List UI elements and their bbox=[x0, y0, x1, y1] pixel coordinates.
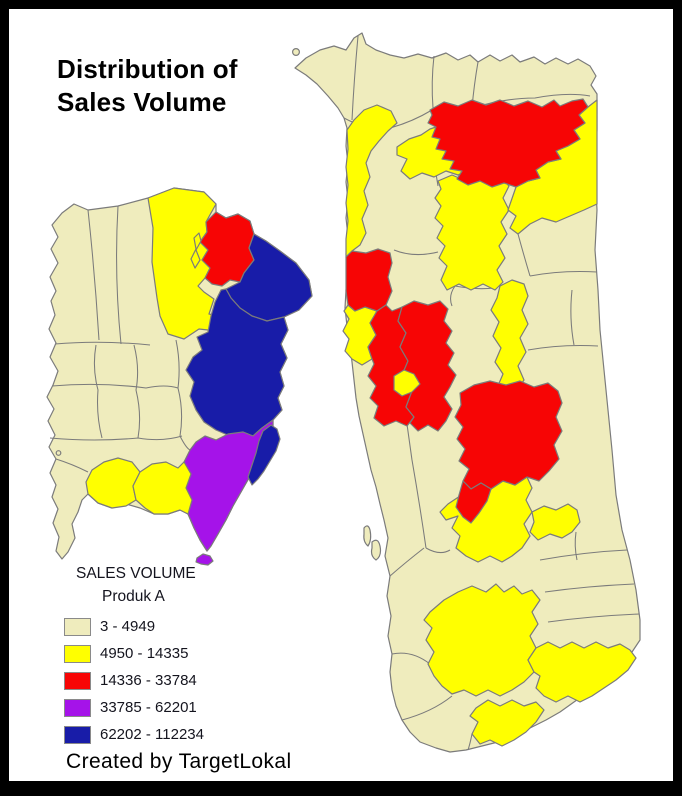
legend-label: 4950 - 14335 bbox=[100, 645, 189, 662]
region-border bbox=[539, 549, 628, 561]
map-region bbox=[455, 480, 492, 524]
legend-label: 62202 - 112234 bbox=[100, 726, 204, 743]
legend-subheading: Produk A bbox=[102, 588, 165, 605]
map-region bbox=[397, 300, 457, 432]
legend-item: 14336 - 33784 bbox=[64, 667, 274, 694]
legend-item: 33785 - 62201 bbox=[64, 694, 274, 721]
region-border bbox=[55, 458, 89, 473]
map-canvas: Distribution of Sales Volume SALES VOLUM… bbox=[9, 9, 673, 781]
map-title-line1: Distribution of bbox=[57, 54, 238, 84]
map-region bbox=[427, 98, 589, 188]
region-border bbox=[570, 289, 575, 346]
region-border bbox=[544, 583, 635, 593]
region-border bbox=[51, 383, 179, 389]
island-map bbox=[46, 187, 313, 566]
region-border bbox=[431, 55, 435, 109]
map-title-line2: Sales Volume bbox=[57, 87, 227, 117]
islet bbox=[292, 47, 301, 56]
legend-swatch bbox=[64, 644, 91, 663]
map-region bbox=[529, 503, 581, 541]
region-border bbox=[351, 35, 359, 121]
map-region bbox=[469, 699, 545, 747]
legend-label: 14336 - 33784 bbox=[100, 672, 197, 689]
map-title: Distribution of Sales Volume bbox=[57, 53, 238, 119]
map-region bbox=[199, 211, 255, 287]
map-region bbox=[434, 174, 510, 291]
legend-item: 4950 - 14335 bbox=[64, 640, 274, 667]
region-border bbox=[517, 233, 531, 277]
region-border bbox=[49, 435, 183, 441]
legend-label: 3 - 4949 bbox=[100, 618, 156, 635]
region-border bbox=[527, 344, 599, 351]
islet bbox=[247, 424, 281, 486]
legend-swatch bbox=[64, 671, 91, 690]
region-border bbox=[574, 531, 578, 561]
legend-heading: SALES VOLUME bbox=[76, 565, 196, 582]
legend-label: 33785 - 62201 bbox=[100, 699, 197, 716]
islet bbox=[363, 525, 372, 547]
islet bbox=[55, 450, 62, 456]
region-border bbox=[93, 344, 103, 439]
map-region bbox=[132, 461, 193, 515]
region-border bbox=[425, 547, 451, 554]
legend-swatch bbox=[64, 698, 91, 717]
map-region bbox=[527, 641, 637, 703]
region-border bbox=[175, 339, 183, 437]
region-border bbox=[467, 733, 473, 751]
map-region bbox=[454, 380, 563, 490]
region-border bbox=[389, 547, 425, 577]
mainland-map bbox=[292, 32, 641, 753]
region-border bbox=[54, 341, 151, 346]
region-border bbox=[87, 209, 100, 341]
region-border bbox=[133, 344, 141, 439]
region-border bbox=[179, 435, 191, 451]
map-region bbox=[393, 369, 421, 397]
region-border bbox=[393, 249, 439, 256]
map-region bbox=[345, 248, 393, 312]
map-region bbox=[345, 104, 398, 258]
legend-item: 62202 - 112234 bbox=[64, 721, 274, 748]
islet bbox=[195, 553, 214, 566]
legend-swatch bbox=[64, 617, 91, 636]
islet bbox=[370, 539, 382, 561]
region-border bbox=[547, 613, 640, 623]
region-border bbox=[116, 205, 122, 345]
region-border bbox=[391, 652, 431, 665]
region-border bbox=[401, 695, 453, 721]
legend: SALES VOLUME Produk A 3 - 4949 4950 - 14… bbox=[64, 565, 274, 748]
choropleth-map bbox=[46, 32, 641, 753]
legend-item: 3 - 4949 bbox=[64, 613, 274, 640]
footer-credit: Created by TargetLokal bbox=[66, 750, 292, 773]
region-border bbox=[529, 270, 598, 277]
legend-swatch bbox=[64, 725, 91, 744]
map-region bbox=[190, 232, 202, 269]
